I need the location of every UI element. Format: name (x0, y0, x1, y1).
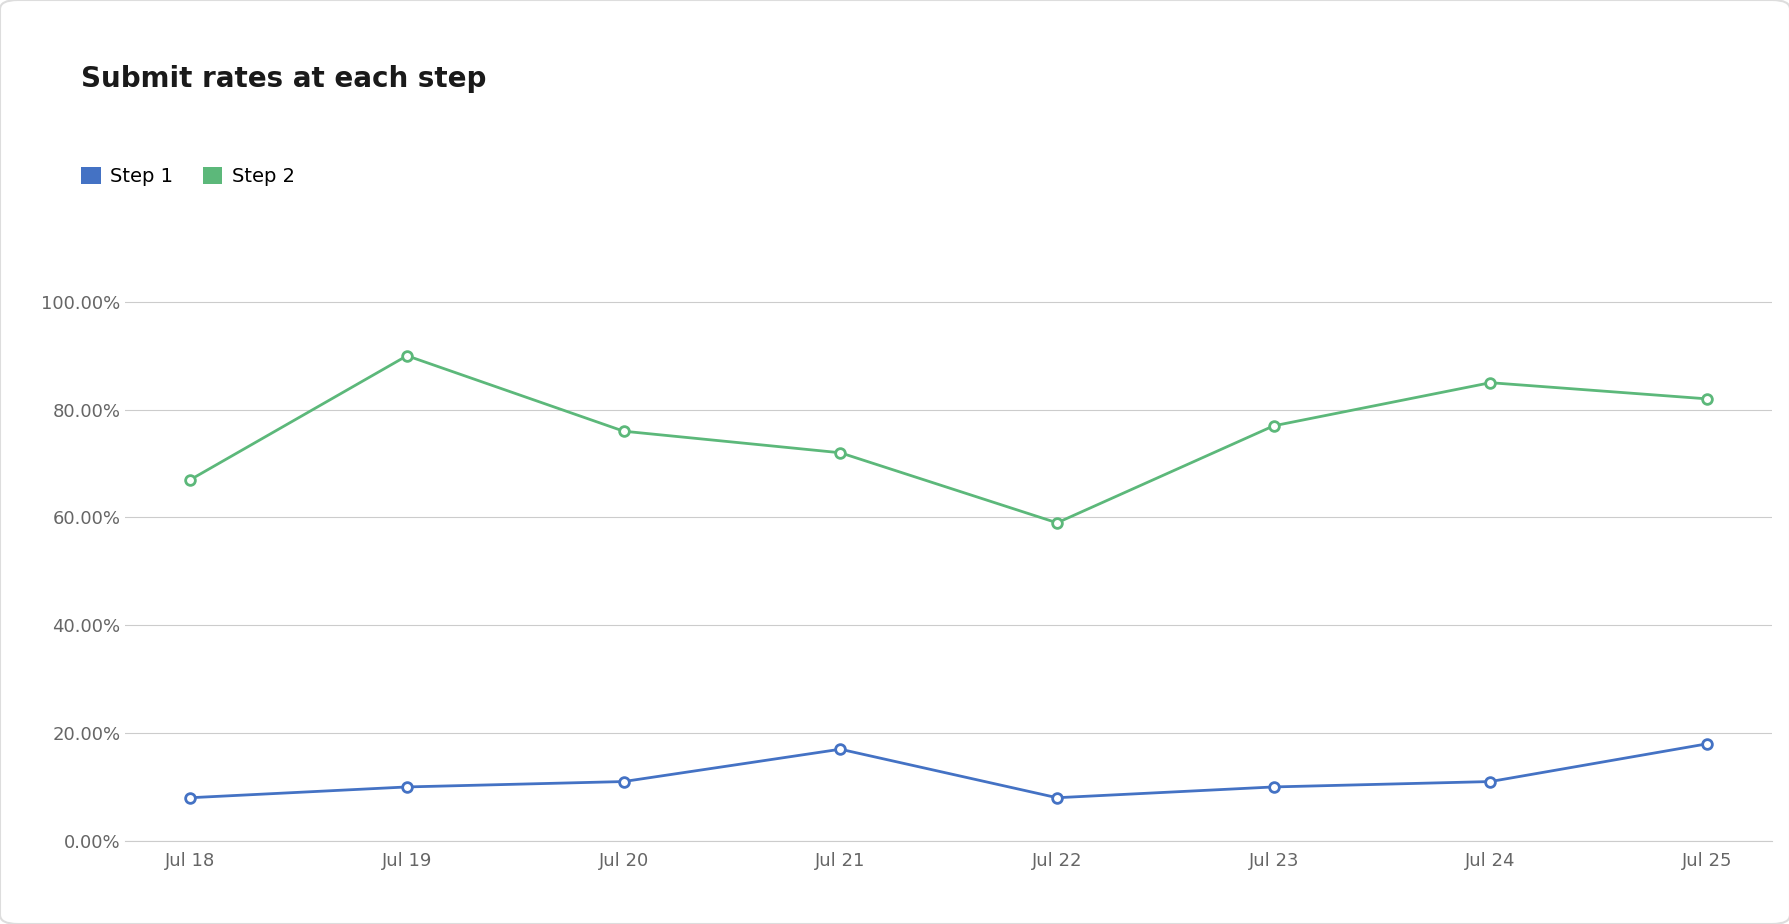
Step 2 (1047, 517, 1068, 529)
Step 1 (179, 792, 200, 803)
Step 2 (179, 474, 200, 485)
Step 2 (1263, 420, 1285, 432)
Step 1 (1047, 792, 1068, 803)
Step 2 (395, 350, 417, 361)
Step 2 (1696, 394, 1717, 405)
Step 1 (612, 776, 633, 787)
Line: Step 2: Step 2 (186, 351, 1710, 528)
Step 2 (612, 426, 633, 437)
Step 1 (828, 744, 850, 755)
Line: Step 1: Step 1 (186, 739, 1710, 803)
Legend: Step 1, Step 2: Step 1, Step 2 (81, 167, 295, 186)
Step 1 (395, 782, 417, 793)
Step 2 (828, 447, 850, 458)
Step 1 (1480, 776, 1501, 787)
Step 1 (1696, 738, 1717, 749)
Text: Submit rates at each step: Submit rates at each step (81, 65, 485, 92)
Step 1 (1263, 782, 1285, 793)
Step 2 (1480, 377, 1501, 388)
